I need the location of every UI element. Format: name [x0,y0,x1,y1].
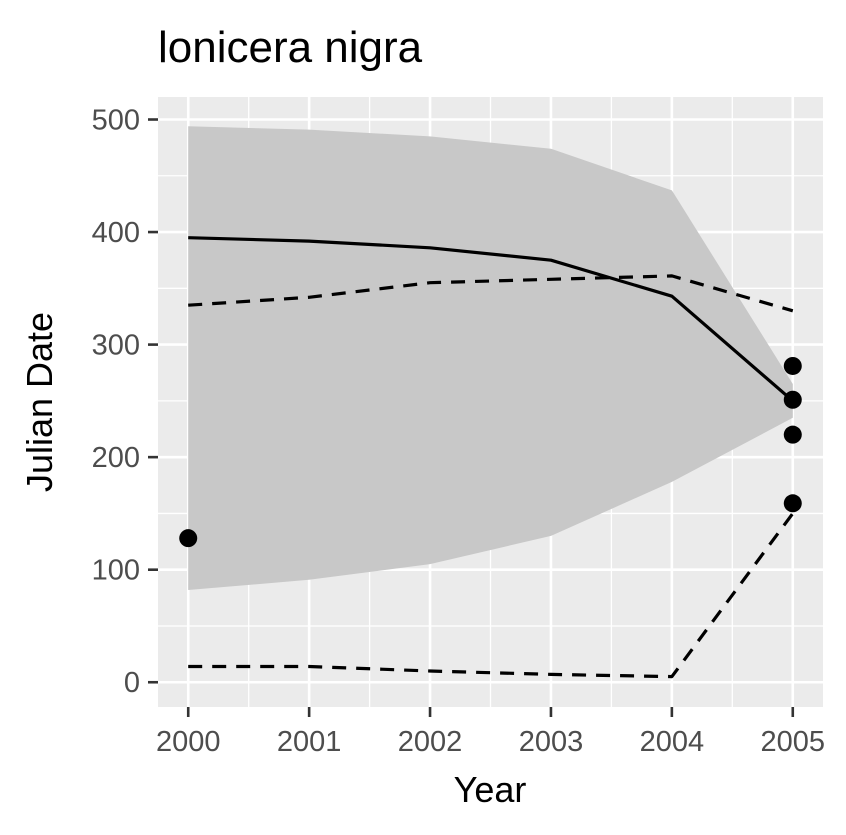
series-lines [188,236,795,679]
series-line-2 [188,274,794,313]
data-point-1 [179,529,198,548]
x-tick-label: 2000 [156,726,221,758]
y-axis-title: Julian Date [19,312,60,492]
data-point-5 [783,494,802,513]
y-tick-label: 400 [92,217,140,249]
x-tick-label: 2003 [519,726,584,758]
y-tick-label: 200 [92,442,140,474]
series-line-3 [188,512,795,679]
data-points [179,356,802,548]
x-tick-label: 2004 [640,726,705,758]
y-tick-label: 100 [92,555,140,587]
y-axis: 0 100 200 300 400 500 [92,105,158,699]
x-tick-label: 2005 [761,726,826,758]
x-tick-label: 2002 [398,726,463,758]
y-tick-label: 300 [92,330,140,362]
x-tick-label: 2001 [277,726,342,758]
data-point-4 [783,425,802,444]
y-tick-label: 500 [92,105,140,137]
x-axis: 2000 2001 2002 2003 2004 2005 [156,707,825,758]
x-axis-title: Year [454,769,527,810]
chart-title: lonicera nigra [158,23,423,72]
series-line-1 [188,236,794,403]
data-point-3 [783,390,802,409]
y-tick-label: 0 [124,667,140,699]
data-point-2 [783,356,802,375]
